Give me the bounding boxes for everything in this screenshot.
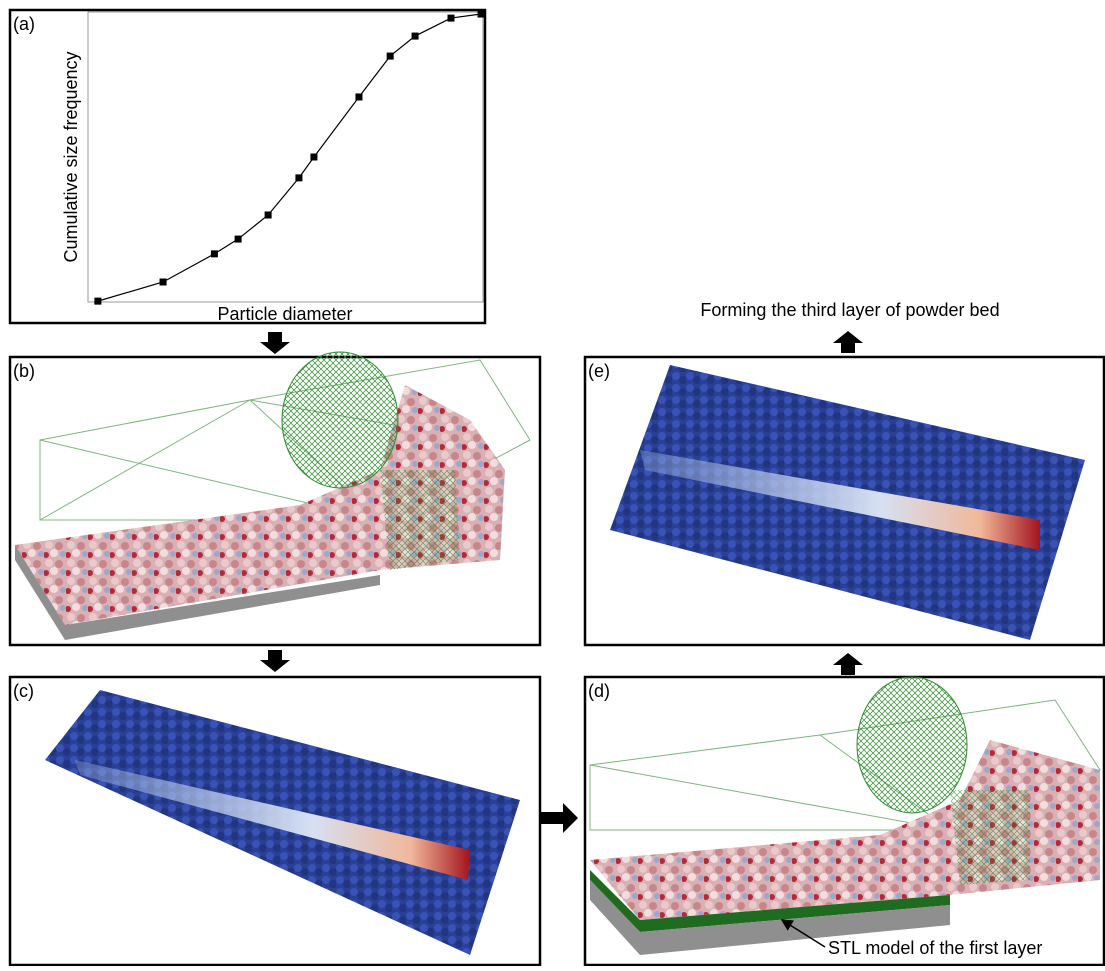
panel-label: (e) — [588, 361, 610, 381]
panel-label: (d) — [588, 681, 610, 701]
figure: Cumulative size frequency Particle diame… — [0, 0, 1105, 966]
data-point — [355, 93, 362, 100]
x-axis-label: Particle diameter — [217, 304, 352, 324]
y-axis-label: Cumulative size frequency — [61, 51, 81, 262]
data-point — [160, 278, 167, 285]
data-point — [295, 174, 302, 181]
data-point — [478, 11, 485, 18]
data-point — [94, 298, 101, 305]
data-point — [412, 33, 419, 40]
panel-a — [10, 10, 485, 323]
data-point — [387, 53, 394, 60]
data-point — [211, 250, 218, 257]
panel-label: (c) — [13, 681, 34, 701]
panel-label: (b) — [13, 361, 35, 381]
data-point — [448, 15, 455, 22]
panel-label: (a) — [13, 14, 35, 34]
data-point — [235, 236, 242, 243]
data-point — [310, 154, 317, 161]
annotation: Forming the third layer of powder bed — [700, 300, 999, 320]
annotation: STL model of the first layer — [828, 938, 1042, 958]
data-point — [265, 212, 272, 219]
